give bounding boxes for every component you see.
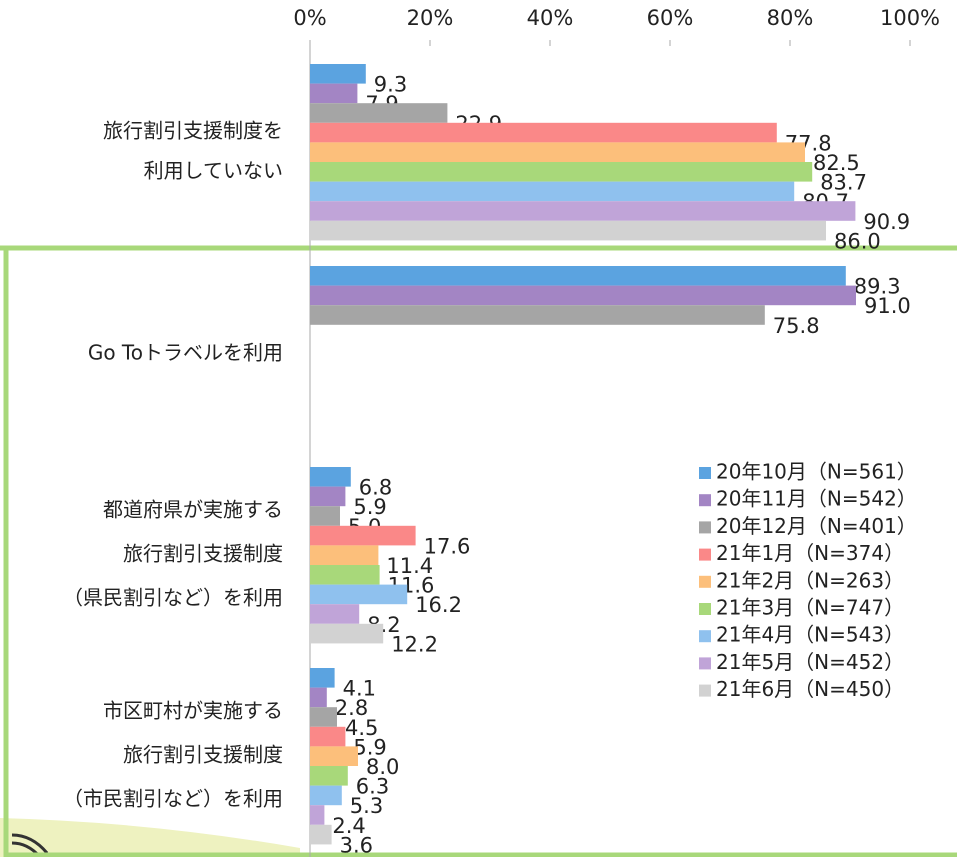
frame bbox=[0, 245, 957, 857]
data-label: 83.7 bbox=[820, 171, 867, 195]
bar bbox=[310, 623, 384, 644]
bar bbox=[310, 785, 342, 806]
bar bbox=[310, 181, 795, 202]
legend-swatch bbox=[699, 521, 711, 534]
legend-swatch bbox=[699, 548, 711, 561]
legend-label: 21年1月（N=374） bbox=[716, 541, 904, 565]
x-tick-label: 0% bbox=[293, 6, 326, 30]
legend-swatch bbox=[699, 684, 711, 697]
bar bbox=[310, 162, 813, 182]
bar bbox=[310, 103, 448, 123]
legend-label: 21年5月（N=452） bbox=[716, 650, 904, 674]
data-label: 89.3 bbox=[854, 275, 901, 299]
bar bbox=[310, 506, 340, 526]
data-label: 12.2 bbox=[391, 632, 438, 656]
bar bbox=[310, 220, 826, 241]
legend-label: 20年10月（N=561） bbox=[716, 460, 917, 484]
bar bbox=[310, 83, 358, 104]
legend-label: 20年11月（N=542） bbox=[716, 487, 917, 511]
data-label: 4.5 bbox=[345, 716, 378, 740]
x-tick-label: 40% bbox=[527, 6, 574, 30]
data-label: 90.9 bbox=[863, 210, 910, 234]
category-label: 旅行割引支援制度 bbox=[123, 743, 283, 767]
bar bbox=[310, 805, 325, 825]
bar bbox=[310, 687, 327, 708]
bar bbox=[310, 467, 351, 487]
data-label: 8.0 bbox=[366, 755, 399, 779]
category-label: （市民割引など）を利用 bbox=[63, 787, 283, 811]
legend-swatch bbox=[699, 657, 711, 670]
bar bbox=[310, 64, 366, 84]
category-label: 旅行割引支援制度 bbox=[123, 542, 283, 566]
data-label: 5.9 bbox=[353, 735, 386, 759]
category-label: 旅行割引支援制度を bbox=[103, 119, 283, 143]
data-label: 5.9 bbox=[353, 495, 386, 519]
category-label: 利用していない bbox=[144, 159, 283, 183]
bar bbox=[310, 122, 777, 143]
legend-label: 21年2月（N=263） bbox=[716, 568, 904, 592]
data-label: 11.4 bbox=[386, 554, 433, 578]
legend-swatch bbox=[699, 630, 711, 643]
bar bbox=[310, 824, 332, 845]
data-label: 16.2 bbox=[415, 593, 462, 617]
data-label: 2.4 bbox=[332, 814, 365, 838]
data-label: 82.5 bbox=[813, 151, 860, 175]
legend-swatch bbox=[699, 603, 711, 615]
data-label: 9.3 bbox=[374, 73, 407, 97]
bar bbox=[310, 584, 408, 605]
legend-label: 21年3月（N=747） bbox=[716, 596, 904, 620]
category-label: （県民割引など）を利用 bbox=[63, 586, 283, 610]
bar bbox=[310, 545, 379, 565]
bar bbox=[310, 766, 348, 786]
bar bbox=[310, 726, 346, 747]
bar bbox=[310, 486, 346, 507]
legend-label: 21年4月（N=543） bbox=[716, 623, 904, 647]
bar bbox=[310, 525, 416, 546]
x-tick-label: 60% bbox=[647, 6, 694, 30]
bar bbox=[310, 668, 335, 688]
data-label: 2.8 bbox=[335, 696, 368, 720]
x-tick-label: 20% bbox=[407, 6, 454, 30]
legend-label: 21年6月（N=450） bbox=[716, 677, 904, 701]
bar bbox=[310, 746, 358, 766]
data-label: 17.6 bbox=[424, 534, 471, 558]
category-label: 都道府県が実施する bbox=[103, 498, 283, 522]
x-tick-label: 100% bbox=[880, 6, 940, 30]
bar bbox=[310, 142, 805, 162]
category-label: 市区町村が実施する bbox=[103, 699, 283, 723]
legend-swatch bbox=[699, 575, 711, 588]
bar bbox=[310, 285, 856, 306]
data-label: 5.3 bbox=[350, 794, 383, 818]
legend-swatch bbox=[699, 494, 711, 507]
data-label: 3.6 bbox=[340, 833, 373, 857]
bar bbox=[310, 266, 846, 286]
category-label: Go Toトラベルを利用 bbox=[88, 341, 283, 365]
data-label: 86.0 bbox=[834, 229, 881, 253]
legend-label: 20年12月（N=401） bbox=[716, 514, 917, 538]
x-tick-label: 80% bbox=[767, 6, 814, 30]
bar bbox=[310, 201, 856, 221]
bar bbox=[310, 604, 360, 624]
decoration bbox=[0, 818, 300, 857]
data-label: 4.1 bbox=[343, 677, 376, 701]
bar bbox=[310, 707, 337, 727]
data-label: 6.3 bbox=[356, 775, 389, 799]
bar bbox=[310, 305, 765, 325]
bar bbox=[310, 565, 380, 585]
legend-swatch bbox=[699, 467, 711, 479]
data-label: 75.8 bbox=[773, 314, 820, 338]
data-label: 91.0 bbox=[864, 294, 911, 318]
data-label: 6.8 bbox=[359, 476, 392, 500]
